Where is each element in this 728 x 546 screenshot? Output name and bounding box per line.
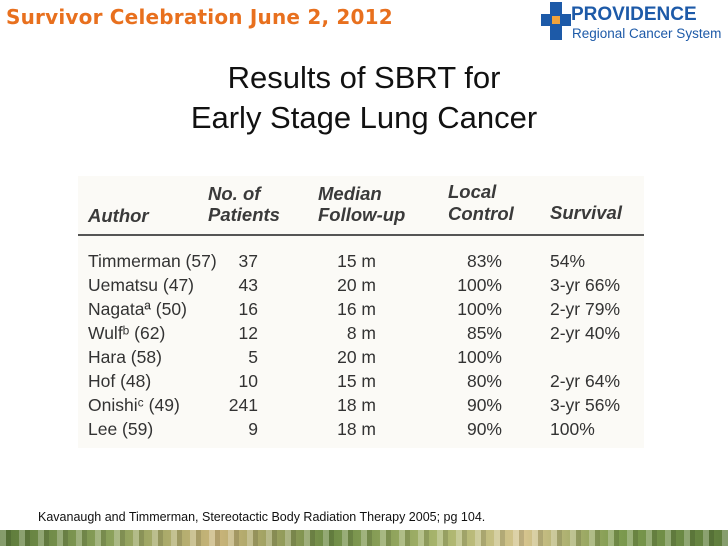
cell-control: 100% — [457, 299, 502, 319]
slide-title-line1: Results of SBRT for — [227, 60, 501, 95]
cell-author: Hara (58) — [88, 347, 162, 367]
table-header: Author No. of Patients Median Follow-up … — [78, 176, 644, 232]
slide-title: Results of SBRT for Early Stage Lung Can… — [0, 58, 728, 138]
cell-control: 90% — [466, 419, 502, 439]
header-control-line1: Local — [448, 181, 497, 202]
cell-control: 80% — [466, 371, 502, 391]
cell-patients: 12 — [238, 323, 258, 343]
header-patients-line2: Patients — [208, 204, 280, 225]
header-followup-line2: Follow-up — [318, 204, 406, 225]
cell-followup: 8 m — [346, 323, 376, 343]
cell-followup: 15 m — [337, 371, 376, 391]
cell-patients: 9 — [248, 419, 258, 439]
cell-control: 100% — [457, 347, 502, 367]
header-author: Author — [88, 205, 149, 226]
cell-patients: 43 — [238, 275, 258, 295]
table-row: Uematsu (47) 43 20 m 100% 3-yr 66% — [78, 274, 644, 298]
cell-control: 90% — [466, 395, 502, 415]
logo-name: PROVIDENCE — [571, 4, 697, 25]
table-row: Timmerman (57) 37 15 m 83% 54% — [78, 250, 644, 274]
cell-control: 85% — [466, 323, 502, 343]
cell-patients: 37 — [238, 251, 258, 271]
header-divider — [78, 234, 644, 236]
cell-author: Wulfᵇ (62) — [88, 323, 166, 343]
cell-control: 100% — [457, 275, 502, 295]
cell-author: Nagataª (50) — [88, 299, 187, 319]
header-patients-line1: No. of — [208, 183, 261, 204]
cell-author: Onishiᶜ (49) — [88, 395, 180, 415]
table-row: Wulfᵇ (62) 12 8 m 85% 2-yr 40% — [78, 322, 644, 346]
table-row: Hara (58) 5 20 m 100% — [78, 346, 644, 370]
cell-followup: 15 m — [337, 251, 376, 271]
source-citation: Kavanaugh and Timmerman, Stereotactic Bo… — [38, 510, 486, 524]
cell-survival: 3-yr 66% — [550, 275, 621, 295]
cell-survival: 2-yr 40% — [550, 323, 621, 343]
cell-followup: 16 m — [337, 299, 376, 319]
cell-control: 83% — [466, 251, 502, 271]
cell-author: Lee (59) — [88, 419, 154, 439]
cell-followup: 18 m — [337, 419, 376, 439]
cell-survival: 100% — [550, 419, 595, 439]
header-control-line2: Control — [448, 203, 514, 224]
header-followup-line1: Median — [318, 183, 382, 204]
cell-patients: 241 — [228, 395, 258, 415]
table-row: Hof (48) 10 15 m 80% 2-yr 64% — [78, 370, 644, 394]
header-survival: Survival — [550, 202, 622, 223]
cross-icon — [541, 2, 571, 40]
cell-survival: 2-yr 64% — [550, 371, 621, 391]
cell-followup: 20 m — [337, 275, 376, 295]
cell-followup: 20 m — [337, 347, 376, 367]
cell-patients: 10 — [238, 371, 258, 391]
cell-author: Timmerman (57) — [88, 251, 217, 271]
slide-title-line2: Early Stage Lung Cancer — [190, 100, 538, 135]
cell-followup: 18 m — [337, 395, 376, 415]
table-row: Lee (59) 9 18 m 90% 100% — [78, 418, 644, 442]
cell-survival: 54% — [550, 251, 586, 271]
footer-nature-band — [0, 530, 728, 546]
table-row: Nagataª (50) 16 16 m 100% 2-yr 79% — [78, 298, 644, 322]
cell-author: Hof (48) — [88, 371, 152, 391]
cell-author: Uematsu (47) — [88, 275, 195, 295]
cell-survival: 2-yr 79% — [550, 299, 621, 319]
cell-patients: 5 — [248, 347, 258, 367]
table-row: Onishiᶜ (49) 241 18 m 90% 3-yr 56% — [78, 394, 644, 418]
providence-logo: PROVIDENCE Regional Cancer System — [541, 2, 726, 44]
results-table: Author No. of Patients Median Follow-up … — [78, 176, 644, 448]
cell-survival: 3-yr 56% — [550, 395, 621, 415]
event-title: Survivor Celebration June 2, 2012 — [6, 5, 393, 29]
cell-patients: 16 — [238, 299, 258, 319]
logo-subtitle: Regional Cancer System — [572, 26, 722, 41]
